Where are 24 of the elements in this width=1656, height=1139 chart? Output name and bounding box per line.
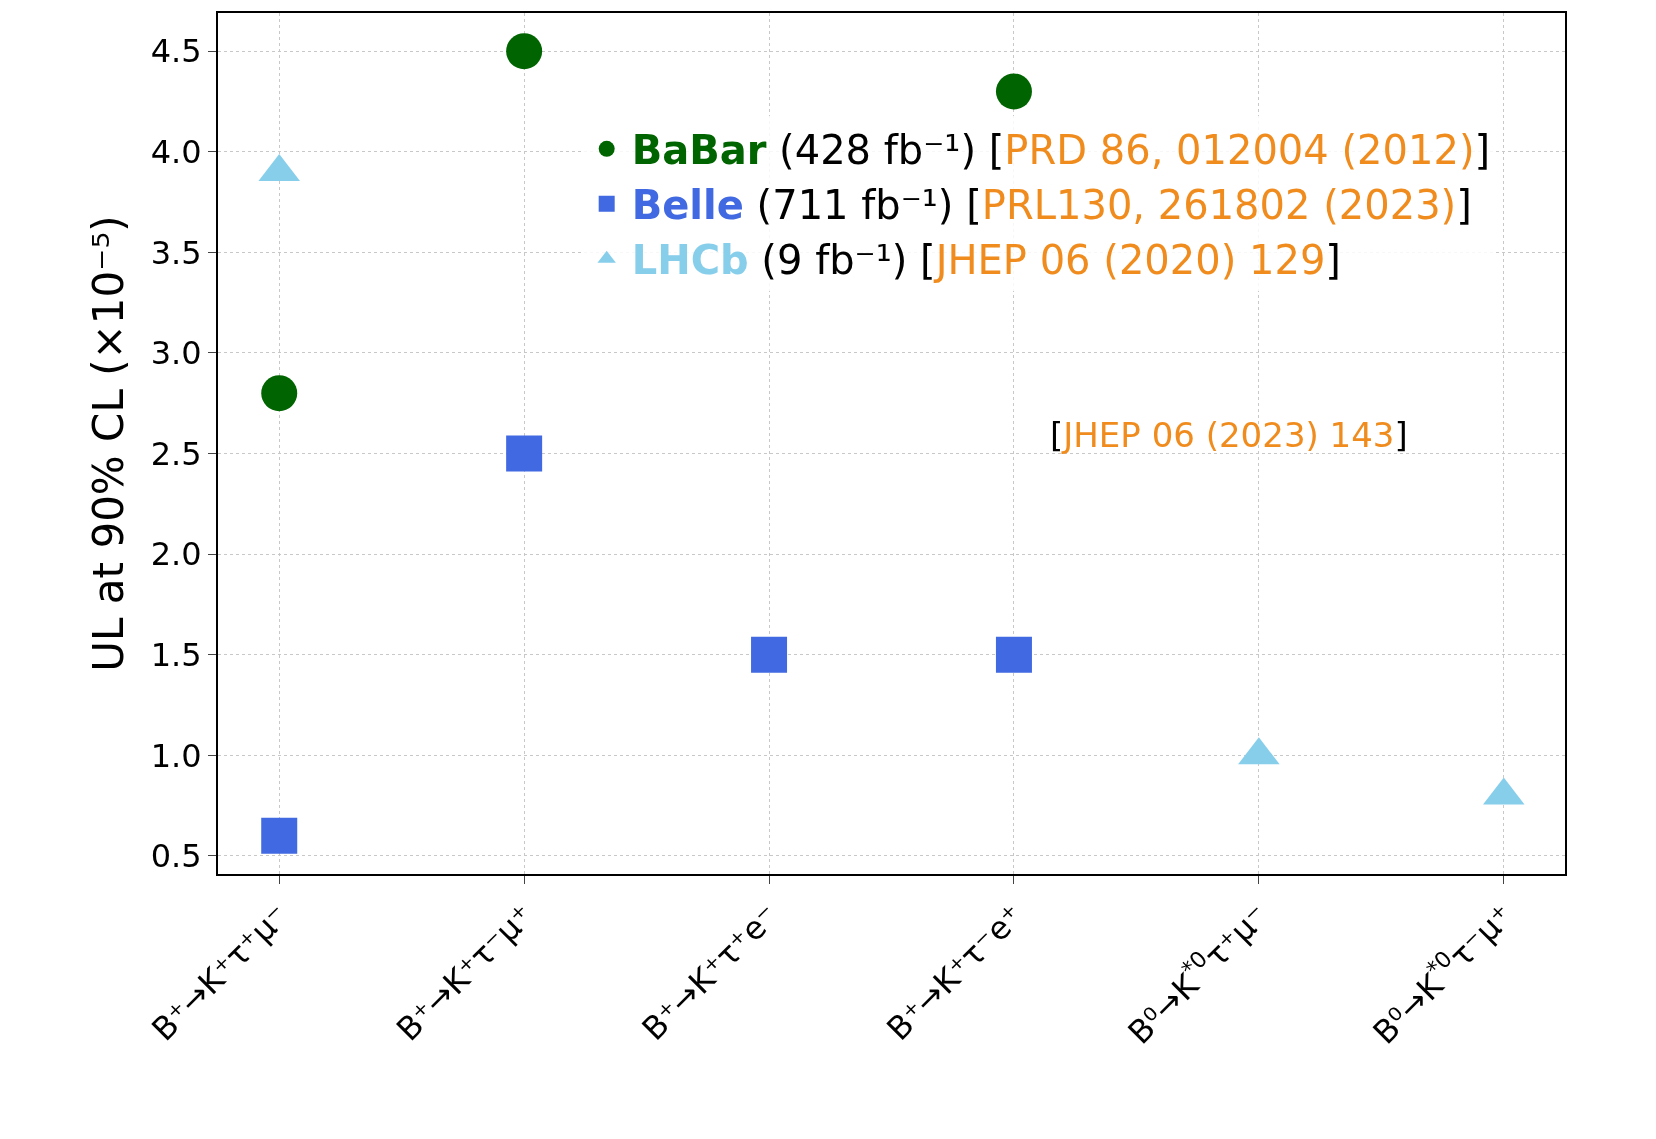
y-tick-label: 0.5 (150, 837, 202, 876)
y-tick-label: 1.0 (150, 736, 202, 775)
annotation: (9 fb⁻¹) [JHEP 06 (2020) 129] (761, 237, 1341, 284)
annotation: (711 fb⁻¹) [PRL130, 261802 (2023)] (756, 182, 1472, 229)
legend-label: Belle (631, 182, 744, 229)
point (995, 73, 1032, 110)
y-tick-label: 4.0 (150, 133, 202, 172)
y-tick-label: 3.5 (150, 233, 202, 272)
y-tick-label: 1.5 (150, 635, 202, 674)
legend-label: LHCb (631, 237, 749, 284)
y-tick-label: 4.5 (150, 32, 202, 71)
annotation: [JHEP 06 (2023) 143] (1050, 415, 1408, 455)
legend-label: BaBar (631, 127, 767, 174)
annotation: (428 fb⁻¹) [PRD 86, 012004 (2012)] (779, 127, 1491, 174)
point (261, 817, 298, 854)
point (995, 636, 1032, 673)
y-tick-label: 3.0 (150, 334, 202, 373)
point (261, 375, 298, 412)
y-tick-label: 2.5 (150, 434, 202, 473)
y-tick-label: 2.0 (150, 535, 202, 574)
point (506, 435, 543, 472)
point (506, 33, 543, 70)
point (751, 636, 788, 673)
y-axis-title: UL at 90% CL (×10⁻⁵) (84, 215, 133, 672)
